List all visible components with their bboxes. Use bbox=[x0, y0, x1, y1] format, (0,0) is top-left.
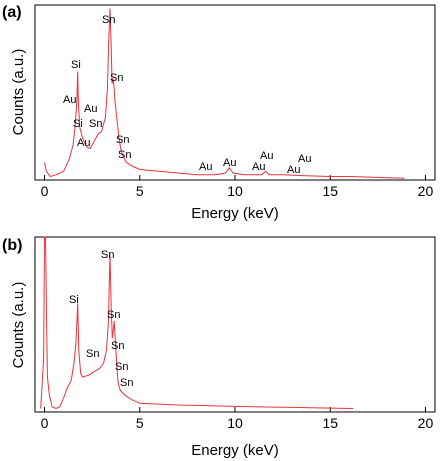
peak-label-a-sn-3: Sn bbox=[89, 118, 102, 130]
peak-label-a-au-9: Au bbox=[287, 164, 300, 176]
peak-label-a-si-2: Si bbox=[73, 118, 83, 130]
x-tick-label-a-15: 15 bbox=[322, 183, 338, 199]
peak-label-b-sn-6: Sn bbox=[120, 377, 133, 389]
panel-b-frame bbox=[34, 236, 436, 413]
peak-label-a-sn-top: Sn bbox=[102, 14, 115, 26]
panel-a-spectrum-line bbox=[44, 8, 405, 179]
peak-label-a-au-7: Au bbox=[252, 161, 265, 173]
x-tick-label-b-20: 20 bbox=[418, 415, 434, 431]
peak-label-a-au-1: Au bbox=[63, 94, 76, 106]
peak-label-b-sn-2: Sn bbox=[107, 309, 120, 321]
x-tick-label-a-5: 5 bbox=[136, 183, 144, 199]
peak-label-b-sn-5: Sn bbox=[115, 361, 128, 373]
panel-a: (a) 0 5 10 15 20 Energy (keV) Counts (a.u.) … bbox=[2, 4, 436, 222]
panel-a-x-axis-label: Energy (keV) bbox=[191, 205, 279, 222]
x-tick-label-b-15: 15 bbox=[322, 415, 338, 431]
peak-label-a-au-5: Au bbox=[223, 157, 236, 169]
panel-b-peak-labels: Sn Si Sn Sn Sn Sn Sn bbox=[69, 249, 133, 389]
x-tick-label-b-10: 10 bbox=[227, 415, 243, 431]
peak-label-b-si: Si bbox=[69, 294, 79, 306]
panel-b-spectrum-line bbox=[40, 236, 354, 410]
x-tick-label-b-0: 0 bbox=[41, 415, 49, 431]
peak-label-a-au-3: Au bbox=[77, 137, 90, 149]
peak-label-a-au-4: Au bbox=[199, 161, 212, 173]
peak-label-a-sn-2: Sn bbox=[110, 72, 123, 84]
peak-label-b-sn-4: Sn bbox=[111, 340, 124, 352]
x-tick-label-a-0: 0 bbox=[41, 183, 49, 199]
panel-a-x-ticks: 0 5 10 15 20 bbox=[41, 175, 434, 199]
peak-label-a-au-2: Au bbox=[84, 103, 97, 115]
peak-label-a-si-top: Si bbox=[71, 59, 81, 71]
panel-a-peak-labels: Sn Si Sn Au Au Si Sn Au Sn Sn Au Au Au A… bbox=[63, 14, 311, 176]
panel-a-y-axis-label: Counts (a.u.) bbox=[10, 49, 27, 136]
panel-b-label: (b) bbox=[2, 237, 22, 254]
peak-label-a-au-6: Au bbox=[260, 150, 273, 162]
panel-a-label: (a) bbox=[2, 4, 22, 21]
peak-label-a-sn-4: Sn bbox=[116, 134, 129, 146]
x-tick-label-b-5: 5 bbox=[136, 415, 144, 431]
peak-label-b-sn-top: Sn bbox=[101, 249, 114, 261]
panel-b-x-ticks: 0 5 10 15 20 bbox=[41, 407, 434, 431]
x-tick-label-a-10: 10 bbox=[227, 183, 243, 199]
x-tick-label-a-20: 20 bbox=[418, 183, 434, 199]
peak-label-b-sn-3: Sn bbox=[86, 348, 99, 360]
panel-b-x-axis-label: Energy (keV) bbox=[191, 442, 279, 459]
panel-b: (b) 0 5 10 15 20 Energy (keV) Counts (a.u.) … bbox=[2, 236, 436, 459]
peak-label-a-sn-5: Sn bbox=[118, 149, 131, 161]
peak-label-a-au-8: Au bbox=[298, 153, 311, 165]
panel-a-frame bbox=[34, 4, 436, 181]
panel-b-y-axis-label: Counts (a.u.) bbox=[10, 282, 27, 369]
